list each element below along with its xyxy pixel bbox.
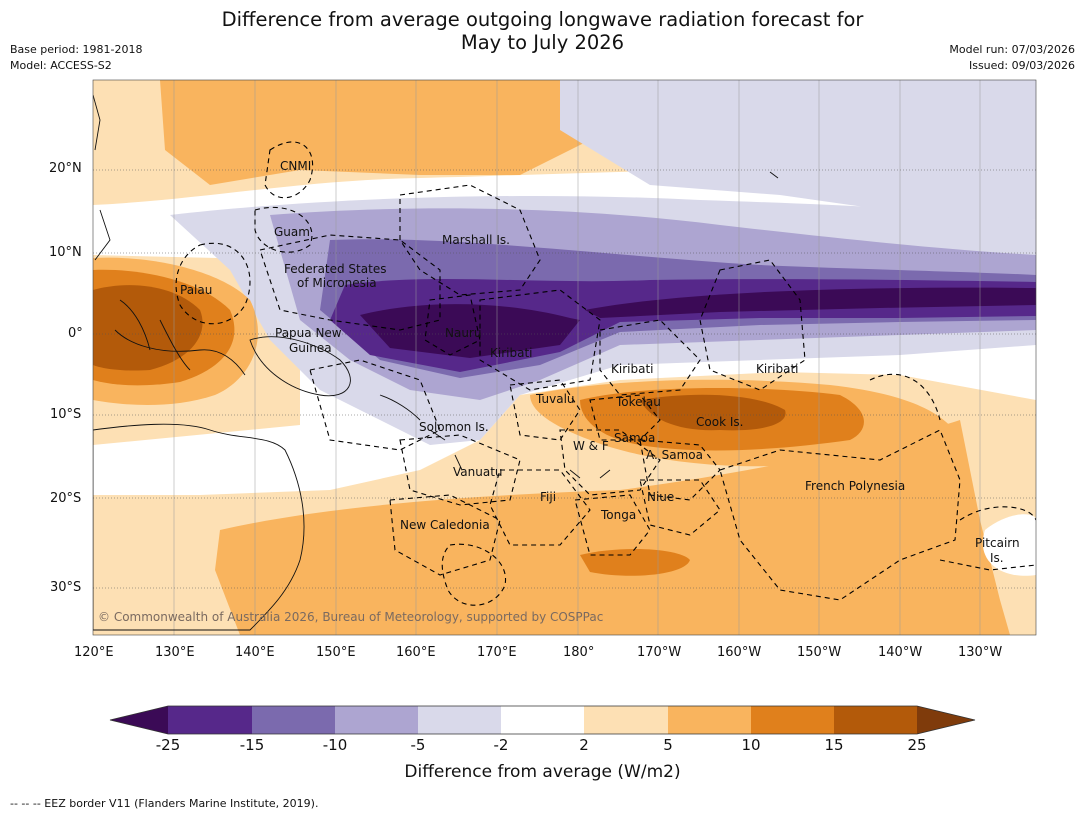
lon-label-170e: 170°E [477, 645, 517, 660]
colorbar-bin-minus2-2 [501, 706, 584, 734]
shade-5-10-north [160, 80, 590, 185]
label-palau: Palau [180, 283, 212, 297]
label-cook: Cook Is. [696, 415, 743, 429]
lon-label-120e: 120°E [74, 645, 114, 660]
colorbar-tick: 15 [824, 736, 844, 754]
eez-borders [175, 141, 1036, 606]
label-tokelau: Tokelau [615, 395, 661, 409]
colorbar-title: Difference from average (W/m2) [404, 762, 681, 782]
label-solomon: Solomon Is. [419, 420, 489, 434]
colorbar-outline [109, 705, 976, 735]
colorbar-bin-2-5 [584, 706, 668, 734]
model-run-date: Model run: 07/03/2026 [949, 43, 1075, 56]
colorbar-bin-minus10-minus5 [335, 706, 418, 734]
lon-label-140e: 140°E [235, 645, 275, 660]
label-pitcairn-line2: Is. [990, 551, 1004, 565]
lat-label-20n: 20°N [49, 161, 82, 176]
colorbar-tick: -5 [410, 736, 426, 754]
label-guam: Guam [274, 225, 310, 239]
shade-minus2-5-ne [560, 80, 1036, 220]
colorbar-tick: 10 [741, 736, 761, 754]
label-png-line1: Papua New [275, 326, 342, 340]
shade-15-25-central [640, 394, 786, 431]
label-new-caledonia: New Caledonia [400, 518, 490, 532]
map-frame [92, 79, 1037, 636]
chart-title-line2: May to July 2026 [460, 31, 625, 54]
lat-label-0: 0° [68, 326, 83, 341]
colorbar-arrow-low [110, 706, 168, 734]
label-vanuatu: Vanuatu [453, 465, 503, 479]
colorbar-tick: 25 [907, 736, 927, 754]
colorbar-bin-15-25 [834, 706, 917, 734]
label-american-samoa: A. Samoa [646, 448, 703, 462]
shade-5-10-south [215, 420, 1010, 635]
label-kiribati-east: Kiribati [756, 362, 798, 376]
shade-neutral-pitcairn [982, 514, 1036, 576]
lat-label-10s: 10°S [50, 407, 82, 422]
chart-title-line1: Difference from average outgoing longwav… [221, 8, 864, 31]
lon-label-160e: 160°E [396, 645, 436, 660]
shade-10-15-south [580, 548, 690, 576]
shade-below-minus25-east [585, 287, 1036, 318]
label-kiribati-west: Kiribati [490, 346, 532, 360]
label-png-line2: Guinea [289, 341, 332, 355]
lon-label-150e: 150°E [316, 645, 356, 660]
lon-label-140w: 140°W [878, 645, 923, 660]
colorbar-tick: 5 [663, 736, 673, 754]
label-fsm-line1: Federated States [284, 262, 386, 276]
lon-label-130e: 130°E [155, 645, 195, 660]
colorbar-bin-minus15-minus10 [252, 706, 335, 734]
coastlines [93, 94, 779, 631]
lon-label-180: 180° [563, 645, 595, 660]
shade-below-minus25-west [360, 304, 580, 358]
colorbar-bin-minus25-minus15 [168, 706, 252, 734]
parallel-lines [93, 169, 1036, 589]
colorbar-tick: -15 [239, 736, 265, 754]
eez-legend-note: -- -- -- EEZ border V11 (Flanders Marine… [10, 797, 319, 810]
label-cnmi: CNMI [280, 159, 311, 173]
lat-label-10n: 10°N [49, 245, 82, 260]
lon-label-130w: 130°W [958, 645, 1003, 660]
copyright-notice: © Commonwealth of Australia 2026, Bureau… [98, 610, 603, 624]
colorbar-tick: 2 [579, 736, 589, 754]
label-pitcairn-line1: Pitcairn [975, 536, 1020, 550]
label-samoa: Samoa [614, 431, 655, 445]
place-labels: CNMI Guam Marshall Is. Federated States … [180, 159, 1020, 565]
label-tonga: Tonga [600, 508, 636, 522]
label-nauru: Nauru [445, 326, 481, 340]
label-kiribati-central: Kiribati [611, 362, 653, 376]
lon-label-170w: 170°W [637, 645, 682, 660]
ocean-map: CNMI Guam Marshall Is. Federated States … [92, 79, 1037, 636]
model-name: Model: ACCESS-S2 [10, 59, 112, 72]
colorbar-arrow-high [917, 706, 975, 734]
base-period: Base period: 1981-2018 [10, 43, 143, 56]
colorbar [109, 705, 976, 735]
lat-label-20s: 20°S [50, 491, 82, 506]
colorbar-bin-10-15 [751, 706, 834, 734]
label-fiji: Fiji [540, 490, 556, 504]
colorbar-bin-5-10 [668, 706, 751, 734]
label-marshall: Marshall Is. [442, 233, 510, 247]
label-french-polynesia: French Polynesia [805, 479, 905, 493]
colorbar-tick: -10 [322, 736, 348, 754]
label-fsm-line2: of Micronesia [297, 276, 377, 290]
colorbar-bin-minus5-minus2 [418, 706, 501, 734]
colorbar-tick: -25 [155, 736, 181, 754]
label-wallis-futuna: W & F [573, 439, 609, 453]
issued-date: Issued: 09/03/2026 [968, 59, 1075, 72]
lon-label-160w: 160°W [717, 645, 762, 660]
label-niue: Niue [647, 490, 674, 504]
lat-label-30s: 30°S [50, 580, 82, 595]
label-tuvalu: Tuvalu [535, 392, 575, 406]
lon-label-150w: 150°W [797, 645, 842, 660]
colorbar-tick: -2 [493, 736, 509, 754]
